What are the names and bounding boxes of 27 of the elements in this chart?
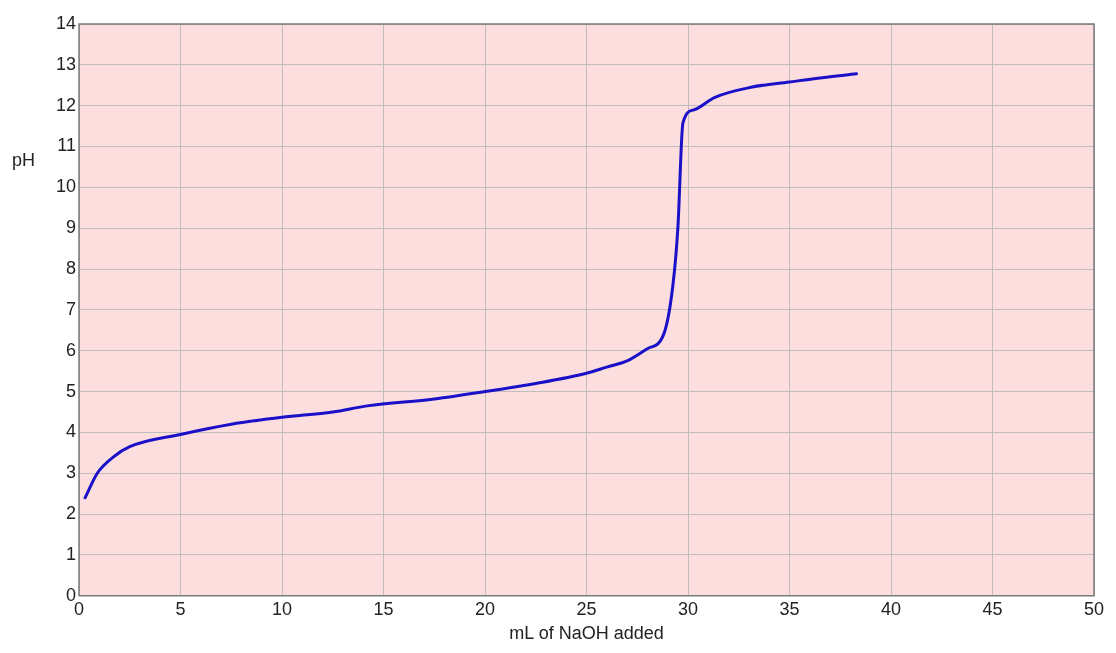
line-series [83,72,858,500]
x-tick-label: 40 [880,598,902,619]
y-tick-label: 6 [66,339,77,360]
x-tick-label: 10 [272,598,293,619]
y-tick-label: 1 [66,543,77,564]
x-tick-label: 5 [175,598,186,619]
y-tick-label: 3 [66,462,77,483]
y-tick-label: 4 [66,421,77,442]
y-tick-label: 14 [55,12,77,33]
x-tick-label: 35 [779,598,800,619]
x-axis-title: mL of NaOH added [509,623,664,644]
y-tick-label: 8 [66,258,77,279]
x-tick-label: 45 [982,598,1003,619]
y-tick-label: 13 [55,53,77,74]
y-tick-label: 11 [57,135,77,156]
x-tick-label: 30 [677,598,699,619]
x-tick-label: 25 [576,598,597,619]
y-tick-label: 10 [55,176,77,197]
x-tick-label: 20 [475,598,496,619]
y-tick-label: 5 [66,380,77,401]
y-axis-title: pH [12,150,36,171]
x-tick-label: 50 [1083,598,1105,619]
y-tick-label: 2 [66,503,77,524]
y-tick-label: 12 [55,94,77,115]
x-tick-label: 15 [373,598,394,619]
y-tick-label: 7 [66,298,77,319]
y-tick-label: 9 [66,217,77,238]
